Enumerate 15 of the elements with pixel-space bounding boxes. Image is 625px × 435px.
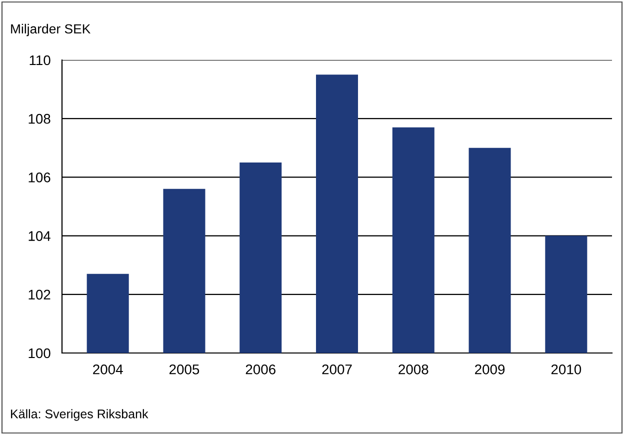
y-tick-label: 100 [28, 348, 50, 358]
x-tick-label: 2004 [93, 364, 123, 374]
y-tick-label: 102 [28, 290, 50, 300]
x-tick-label: 2006 [246, 364, 276, 374]
y-tick-label: 106 [28, 172, 50, 182]
y-tick-label: 110 [30, 55, 50, 66]
y-tick-label: 104 [28, 231, 50, 241]
y-tick-label: 108 [28, 114, 50, 124]
text: Källa: Sveriges Riksbank [11, 409, 148, 421]
x-tick-label: 2008 [398, 364, 428, 374]
x-tick-label: 2010 [551, 364, 582, 374]
x-tick-label: 2005 [169, 364, 200, 374]
x-tick-label: 2007 [322, 364, 352, 374]
y-axis-title: Miljarder SEK [11, 24, 91, 36]
x-tick-label: 2009 [475, 364, 505, 374]
